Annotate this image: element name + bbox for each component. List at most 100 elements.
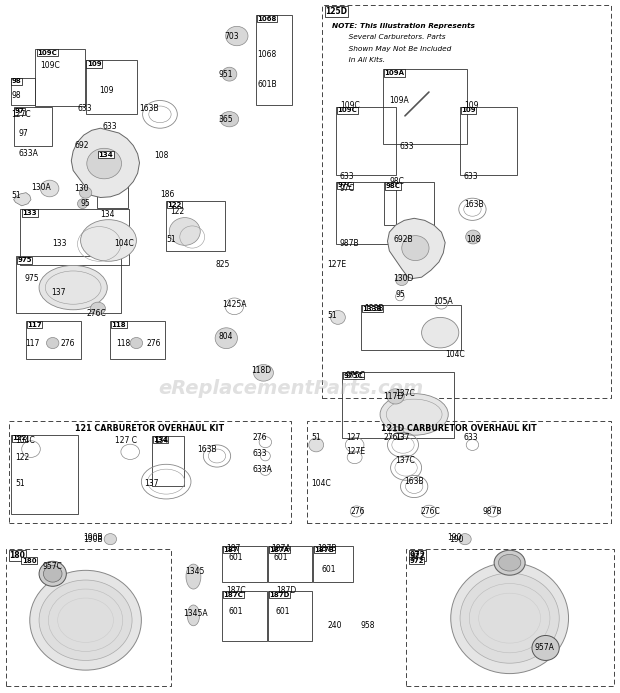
Text: 825: 825 [216, 261, 230, 269]
Text: 804: 804 [218, 332, 232, 340]
Text: 137C: 137C [396, 389, 415, 398]
Text: 122: 122 [167, 202, 182, 208]
Text: 109: 109 [99, 86, 113, 94]
Text: 127E: 127E [346, 448, 365, 456]
Text: 127C: 127C [11, 110, 31, 119]
Text: 130A: 130A [31, 183, 51, 191]
Text: 1068: 1068 [257, 50, 277, 58]
Bar [166, 201, 225, 251]
Ellipse shape [87, 148, 122, 179]
Ellipse shape [387, 389, 404, 404]
Text: 186: 186 [160, 190, 174, 198]
Text: 633: 633 [253, 450, 268, 458]
Text: 163B: 163B [140, 105, 159, 113]
Text: 601: 601 [321, 565, 335, 574]
Bar [460, 107, 517, 175]
Text: 133B: 133B [362, 306, 382, 312]
Text: 601: 601 [273, 554, 288, 562]
Text: 130D: 130D [394, 274, 414, 283]
Ellipse shape [309, 438, 324, 452]
Text: 109C: 109C [340, 101, 360, 109]
Text: 987B: 987B [482, 507, 502, 516]
Text: 108: 108 [154, 152, 168, 160]
Bar [256, 15, 292, 105]
Text: 133: 133 [22, 210, 37, 216]
Text: 109: 109 [461, 107, 476, 114]
Text: 633: 633 [78, 105, 92, 113]
Bar [14, 107, 52, 146]
Text: 365: 365 [218, 115, 233, 123]
Text: 109C: 109C [337, 107, 357, 114]
Ellipse shape [30, 570, 141, 670]
Ellipse shape [330, 310, 345, 324]
Bar [336, 182, 396, 244]
Text: 1068: 1068 [257, 16, 277, 22]
Bar [383, 69, 467, 144]
Text: 97C: 97C [340, 184, 355, 193]
Text: 104C: 104C [115, 240, 135, 248]
Text: 127: 127 [346, 434, 360, 442]
Text: 187: 187 [226, 545, 241, 553]
Text: 98C: 98C [389, 177, 404, 186]
Text: 125D: 125D [326, 7, 347, 16]
Text: 117: 117 [27, 322, 42, 328]
Ellipse shape [460, 573, 559, 663]
Text: 633: 633 [340, 173, 355, 181]
Text: 51: 51 [311, 434, 321, 442]
Text: 117D: 117D [383, 392, 404, 401]
Text: NOTE: This Illustration Represents: NOTE: This Illustration Represents [332, 24, 474, 29]
Bar [384, 182, 434, 225]
Text: 108: 108 [466, 235, 480, 243]
Text: 975: 975 [17, 257, 32, 263]
Text: 109A: 109A [384, 70, 404, 76]
Text: 122: 122 [12, 435, 27, 441]
Text: 109C: 109C [37, 50, 57, 56]
Text: 121D CARBURETOR OVERHAUL KIT: 121D CARBURETOR OVERHAUL KIT [381, 424, 537, 433]
Ellipse shape [186, 564, 201, 589]
Bar [268, 546, 312, 582]
Text: 957C: 957C [42, 563, 62, 571]
Text: 951: 951 [218, 70, 232, 78]
Ellipse shape [130, 337, 143, 349]
Polygon shape [14, 193, 31, 206]
Bar [406, 549, 614, 686]
Text: 187C: 187C [223, 592, 243, 598]
Text: 95: 95 [81, 200, 91, 208]
Text: 134: 134 [154, 436, 168, 444]
Ellipse shape [222, 67, 237, 81]
Bar [342, 372, 454, 438]
Text: 633: 633 [464, 434, 479, 442]
Ellipse shape [40, 180, 59, 197]
Text: 137: 137 [144, 480, 158, 488]
Text: 134: 134 [99, 152, 113, 158]
Text: 633A: 633A [19, 150, 38, 158]
Text: 180: 180 [9, 551, 25, 560]
Ellipse shape [532, 635, 559, 660]
Text: 276: 276 [61, 339, 75, 347]
Text: 180: 180 [22, 558, 37, 564]
Text: Shown May Not Be Included: Shown May Not Be Included [332, 46, 451, 51]
Text: 109: 109 [87, 61, 102, 67]
Text: 134: 134 [153, 437, 168, 443]
Text: 51: 51 [16, 480, 25, 488]
Bar [336, 107, 396, 175]
Bar [97, 151, 128, 208]
Text: 276C: 276C [383, 434, 403, 442]
Text: 633: 633 [400, 143, 415, 151]
Text: 97C: 97C [337, 182, 352, 188]
Text: 1425A: 1425A [222, 301, 247, 309]
Ellipse shape [498, 554, 521, 571]
Bar [86, 60, 137, 114]
Text: 127E: 127E [327, 261, 347, 269]
Text: 240: 240 [327, 621, 342, 629]
Text: 187D: 187D [276, 586, 296, 595]
Text: 633A: 633A [253, 466, 273, 474]
Ellipse shape [43, 565, 62, 582]
Text: 104C: 104C [311, 480, 331, 488]
Text: 975C: 975C [346, 371, 366, 380]
Text: 187: 187 [223, 547, 238, 553]
Polygon shape [71, 128, 140, 198]
Text: 692B: 692B [394, 235, 414, 243]
Bar [16, 256, 121, 313]
Text: 276: 276 [146, 339, 161, 347]
